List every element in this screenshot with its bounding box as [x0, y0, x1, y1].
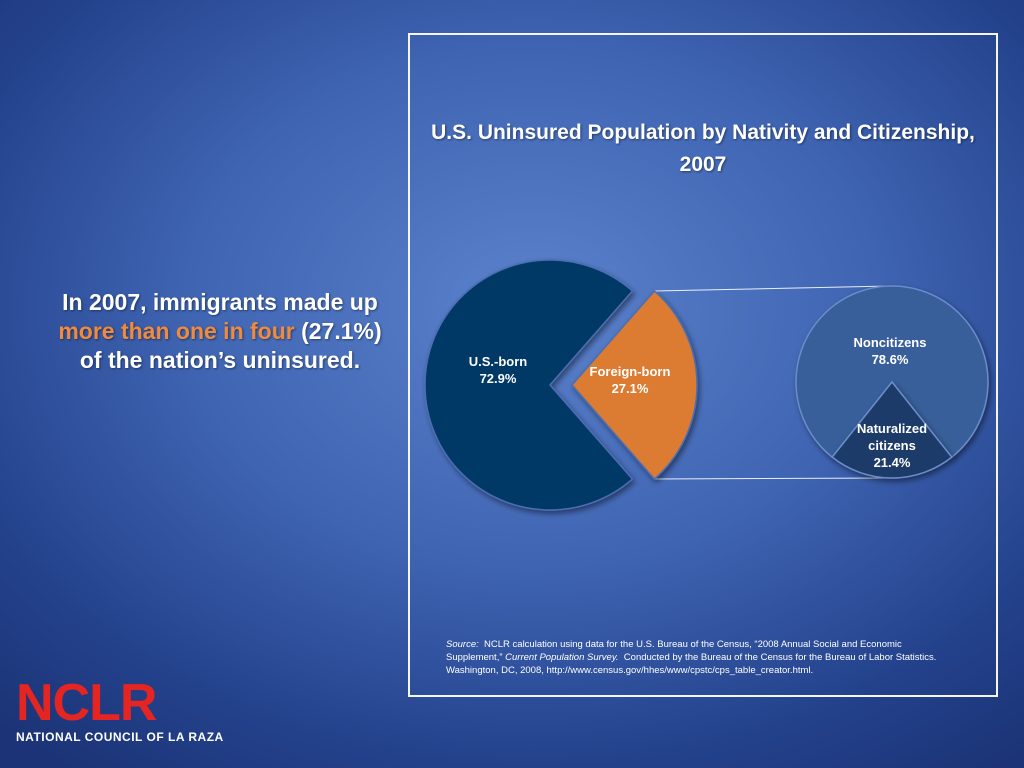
source-note: Source: NCLR calculation using data for … — [446, 638, 956, 677]
headline: In 2007, immigrants made up more than on… — [50, 288, 390, 375]
label-noncitizens: Noncitizens 78.6% — [854, 335, 927, 367]
source-label: Source: — [446, 639, 479, 650]
logo-mark: NCLR — [16, 674, 157, 732]
label-naturalized-citizens: Naturalized citizens 21.4% — [857, 421, 927, 470]
slice-noncitizens — [795, 285, 989, 459]
headline-text-end: (27.1%) of the nation’s uninsured. — [79, 318, 382, 373]
chart-panel: U.S. Uninsured Population by Nativity an… — [408, 33, 998, 697]
main-pie — [424, 259, 698, 511]
connector-lines — [654, 285, 893, 480]
connector-top — [654, 285, 893, 292]
label-us-born: U.S.-born 72.9% — [469, 354, 528, 386]
slice-foreign-born — [571, 289, 698, 481]
connector-bottom — [654, 477, 893, 480]
nclr-logo: NCLR NATIONAL COUNCIL OF LA RAZA — [16, 674, 224, 744]
breakdown-pie — [795, 285, 989, 479]
chart-title: U.S. Uninsured Population by Nativity an… — [431, 121, 975, 176]
headline-text-start: In 2007, immigrants made up — [62, 289, 378, 315]
pie-of-pie-chart: U.S.-born 72.9% Foreign-born 27.1% Noncitize… — [424, 259, 989, 511]
source-publication: Current Population Survey. — [505, 652, 619, 663]
label-foreign-born: Foreign-born 27.1% — [590, 364, 671, 396]
logo-subtitle: NATIONAL COUNCIL OF LA RAZA — [16, 730, 224, 744]
slice-naturalized-citizens — [831, 380, 953, 479]
source-text-a: NCLR calculation using data for the U.S.… — [446, 639, 902, 663]
source-text-b: Conducted by the Bureau of the Census fo… — [446, 652, 937, 676]
slice-us-born — [424, 259, 634, 511]
slice-labels: U.S.-born 72.9% Foreign-born 27.1% Noncitize… — [469, 335, 927, 470]
headline-highlight: more than one in four — [58, 318, 295, 344]
